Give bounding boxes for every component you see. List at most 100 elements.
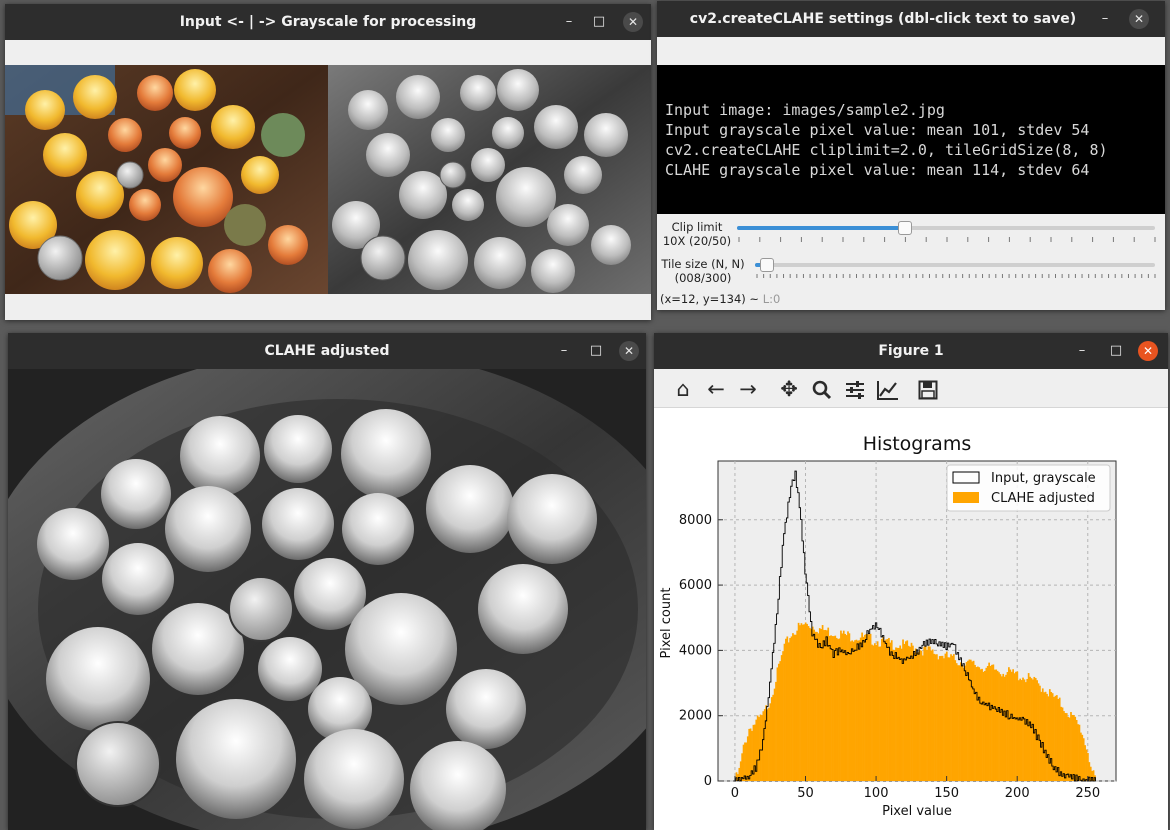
input-color-image [5,65,328,294]
legend-swatch-input [952,471,980,484]
histogram-bar-clahe [799,625,801,781]
histogram-bar-clahe [1094,775,1096,781]
histogram-bar-clahe [1065,713,1068,781]
histogram-bar-clahe [895,647,897,781]
y-tick-label: 6000 [679,578,712,593]
pan-icon[interactable]: ✥ [780,377,798,401]
histogram-bar-clahe [1003,676,1006,781]
clip-limit-value: 10X (20/50) [662,234,732,248]
zoom-icon[interactable] [808,375,836,403]
y-tick-label: 2000 [679,709,712,724]
tile-size-slider[interactable] [755,263,1155,267]
histogram-bar-clahe [861,632,863,781]
shells-color-photo [5,65,328,294]
histogram-bar-clahe [1029,676,1031,781]
histogram-bar-clahe [770,697,773,781]
tile-size-ticks [756,274,1156,278]
configure-subplots-icon[interactable] [841,375,869,403]
clip-limit-slider-fill [737,226,905,230]
histogram-bar-clahe [972,660,975,781]
histogram-bar-clahe [1051,693,1054,781]
histogram-bar-clahe [752,724,755,781]
minimize-button[interactable]: – [1078,343,1086,358]
histogram-bar-clahe [999,674,1002,781]
histogram-bar-clahe [992,664,995,781]
histogram-bar-clahe [948,657,951,781]
minimize-button[interactable]: – [565,14,573,29]
histogram-bar-clahe [1032,679,1034,781]
histogram-bar-clahe [837,639,839,781]
histogram-bar-clahe [1047,696,1050,781]
legend-label-input: Input, grayscale [991,471,1096,486]
histogram-bar-clahe [1044,691,1047,781]
histogram-bar-clahe [821,625,824,781]
clip-limit-ticks [738,237,1156,242]
window-title: Figure 1 [878,343,944,359]
histogram-bar-clahe [883,640,886,781]
histogram-bar-clahe [927,646,930,781]
histogram-bar-clahe [796,630,799,781]
histogram-bar-clahe [890,640,893,781]
histogram-bar-clahe [919,650,921,781]
maximize-button[interactable]: □ [592,14,606,29]
back-arrow-icon[interactable]: ← [707,377,725,401]
histogram-bar-clahe [1072,715,1075,781]
clip-limit-slider-handle[interactable] [898,221,913,235]
histogram-bar-clahe [1088,762,1091,781]
histogram-bar-clahe [1075,719,1078,781]
histogram-bar-clahe [1046,693,1048,781]
info-text-panel[interactable]: Input image: images/sample2.jpg Input gr… [657,65,1165,214]
close-button[interactable]: ✕ [619,341,639,361]
x-tick-label: 150 [934,786,959,801]
histogram-bar-clahe [996,670,999,781]
tile-size-slider-handle[interactable] [759,258,774,272]
histogram-bar-clahe [1092,770,1095,781]
histogram-bar-clahe [1026,678,1029,781]
histogram-bar-clahe [871,644,873,781]
histogram-bar-clahe [823,630,825,781]
histogram-bar-clahe [849,641,852,781]
histogram-bar-clahe [1015,671,1017,781]
histogram-bar-clahe [1053,696,1055,781]
histogram-bar-clahe [1064,713,1067,781]
save-icon[interactable] [914,375,942,403]
histogram-bar-clahe [831,636,834,781]
histogram-bar-clahe [903,643,906,781]
clahe-window-titlebar[interactable]: CLAHE adjusted – □ ✕ [8,333,646,369]
histogram-bar-clahe [955,663,958,781]
histogram-bar-clahe [957,665,959,781]
histogram-bar-clahe [753,724,756,781]
minimize-button[interactable]: – [560,343,568,358]
histogram-bar-clahe [926,649,928,781]
maximize-button[interactable]: □ [1109,343,1123,358]
edit-axis-icon[interactable] [874,375,902,403]
histogram-bar-clahe [847,631,849,781]
x-tick-label: 50 [797,786,814,801]
clip-limit-slider[interactable] [737,226,1155,230]
minimize-button[interactable]: – [1101,11,1109,26]
maximize-button[interactable]: □ [589,343,603,358]
histogram-bar-clahe [872,645,875,781]
forward-arrow-icon[interactable]: → [739,377,757,401]
histogram-bar-clahe [818,628,821,781]
histogram-bar-clahe [1048,689,1051,781]
series-input-grayscale [734,470,1096,782]
close-button[interactable]: ✕ [1138,341,1158,361]
input-window-titlebar[interactable]: Input <- | -> Grayscale for processing –… [5,4,651,40]
figure-window-titlebar[interactable]: Figure 1 – □ ✕ [654,333,1168,369]
histogram-bar-clahe [1077,724,1079,781]
histogram-bar-clahe [793,634,796,781]
histogram-bar-clahe [1070,712,1072,781]
close-button[interactable]: ✕ [623,12,643,32]
histogram-bar-clahe [879,646,882,781]
histogram-bar-clahe [759,714,762,781]
histogram-bar-clahe [1013,673,1016,781]
histogram-bar-clahe [916,652,919,781]
histogram-bar-clahe [792,633,794,781]
histogram-bar-clahe [857,640,859,781]
x-tick-label: 200 [1005,786,1030,801]
close-button[interactable]: ✕ [1129,9,1149,29]
home-icon[interactable]: ⌂ [676,377,690,401]
settings-window-titlebar[interactable]: cv2.createCLAHE settings (dbl-click text… [657,1,1165,37]
histogram-bar-clahe [1067,716,1070,781]
